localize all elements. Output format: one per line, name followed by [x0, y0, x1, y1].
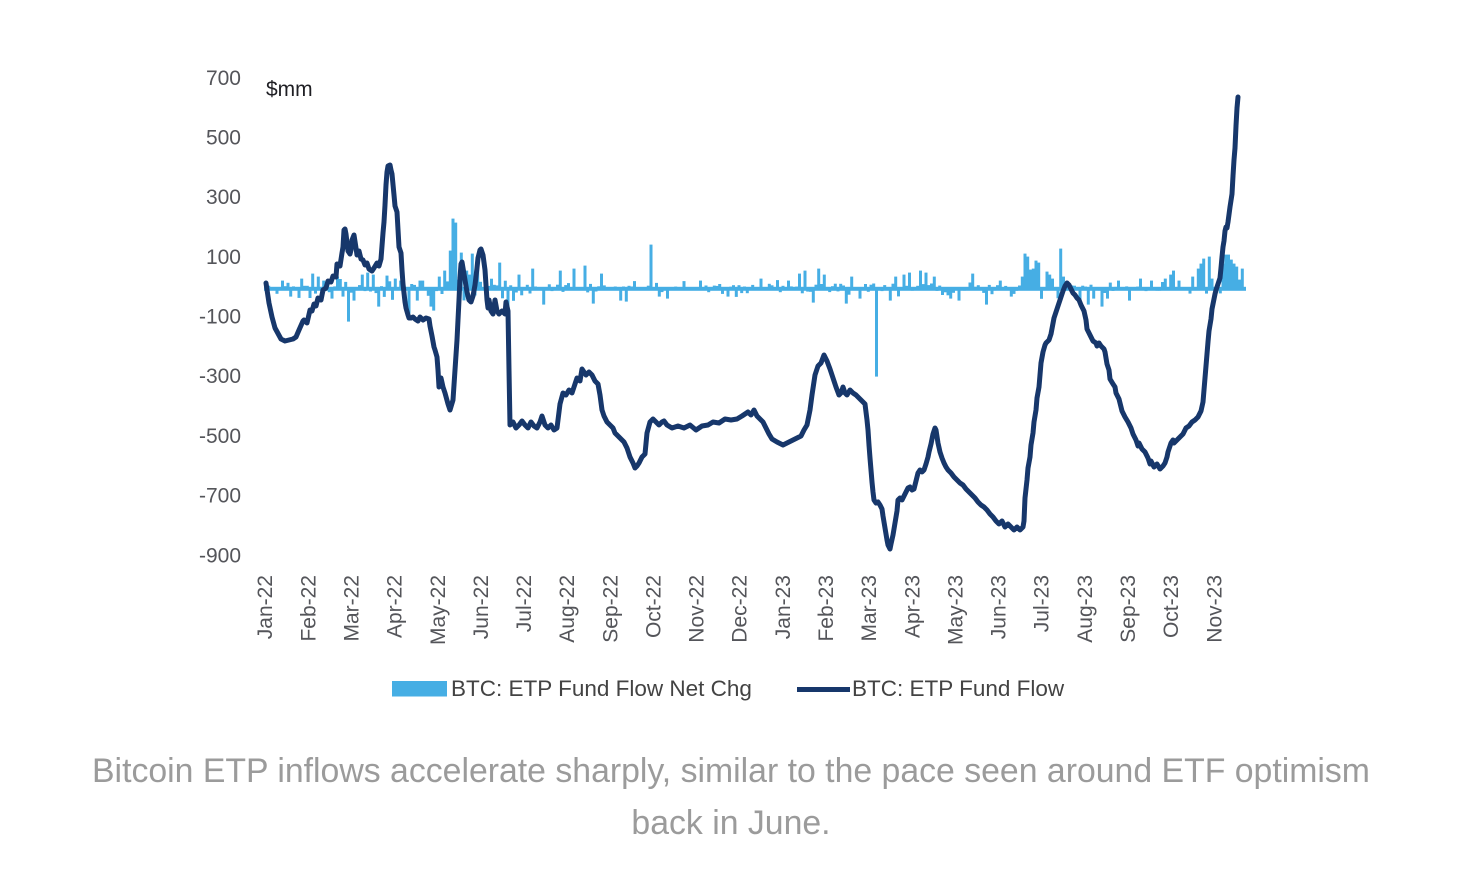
svg-text:Dec-22: Dec-22 [729, 575, 752, 643]
svg-text:Feb-22: Feb-22 [297, 575, 320, 642]
svg-text:300: 300 [206, 186, 241, 209]
svg-text:Apr-23: Apr-23 [901, 575, 924, 638]
svg-text:500: 500 [206, 126, 241, 149]
svg-text:-900: -900 [199, 544, 241, 567]
svg-text:Jul-22: Jul-22 [513, 575, 536, 632]
svg-text:May-23: May-23 [944, 575, 967, 645]
svg-text:Jun-22: Jun-22 [470, 575, 493, 639]
svg-text:Jan-22: Jan-22 [254, 575, 277, 639]
svg-text:Mar-23: Mar-23 [858, 575, 881, 642]
svg-text:100: 100 [206, 246, 241, 269]
svg-text:BTC: ETP Fund Flow: BTC: ETP Fund Flow [852, 676, 1065, 701]
svg-text:Aug-22: Aug-22 [556, 575, 579, 643]
svg-text:Nov-23: Nov-23 [1203, 575, 1226, 643]
svg-text:-700: -700 [199, 485, 241, 508]
svg-text:BTC: ETP Fund Flow Net Chg: BTC: ETP Fund Flow Net Chg [451, 676, 752, 701]
svg-text:Jun-23: Jun-23 [988, 575, 1011, 639]
svg-text:Apr-22: Apr-22 [384, 575, 407, 638]
svg-text:700: 700 [206, 67, 241, 90]
svg-text:-300: -300 [199, 365, 241, 388]
svg-text:$mm: $mm [266, 78, 313, 101]
svg-text:Oct-23: Oct-23 [1160, 575, 1183, 638]
svg-text:Aug-23: Aug-23 [1074, 575, 1097, 643]
svg-text:Jan-23: Jan-23 [772, 575, 795, 639]
svg-text:Oct-22: Oct-22 [643, 575, 666, 638]
svg-text:Feb-23: Feb-23 [815, 575, 838, 642]
svg-text:May-22: May-22 [427, 575, 450, 645]
svg-text:-100: -100 [199, 306, 241, 329]
svg-text:Nov-22: Nov-22 [686, 575, 709, 643]
svg-text:Sep-23: Sep-23 [1117, 575, 1140, 643]
svg-text:Mar-22: Mar-22 [341, 575, 364, 642]
svg-text:Jul-23: Jul-23 [1031, 575, 1054, 632]
svg-text:-500: -500 [199, 425, 241, 448]
svg-text:Sep-22: Sep-22 [599, 575, 622, 643]
